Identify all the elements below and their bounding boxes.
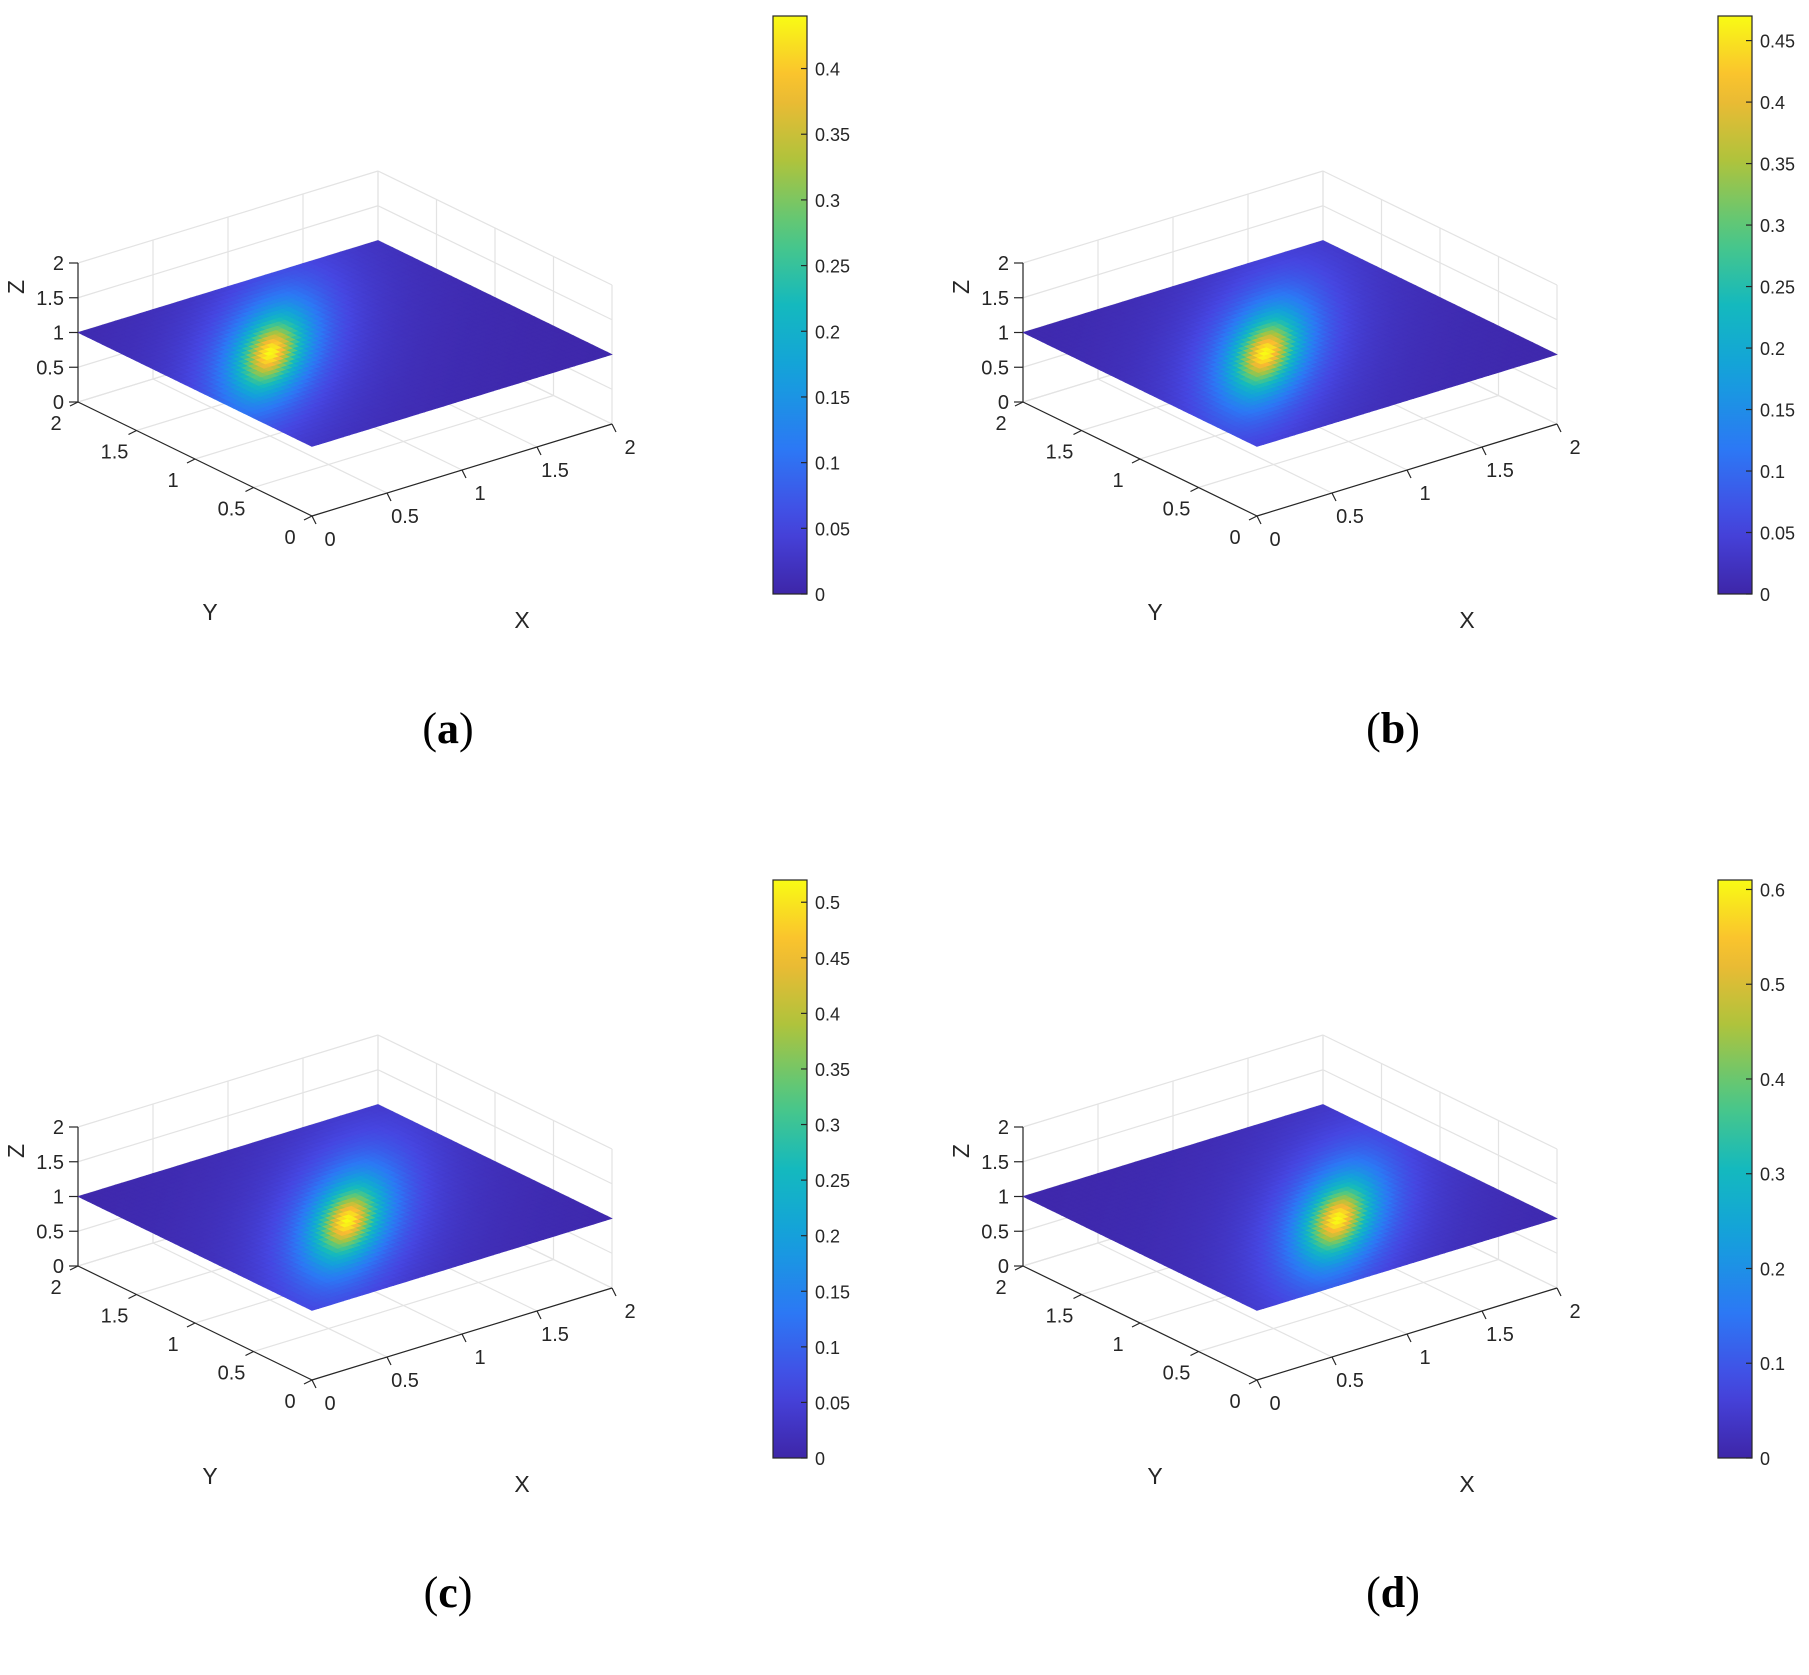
colorbar-tick-label: 0.4 [815, 60, 840, 80]
y-tick-label: 2 [50, 413, 61, 435]
y-tick-mark [187, 459, 195, 463]
x-tick-mark [312, 516, 316, 524]
z-tick-label: 0.5 [981, 357, 1009, 379]
x-tick-label: 1 [474, 483, 485, 505]
y-tick-label: 1 [1112, 470, 1123, 492]
x-tick-label: 1.5 [541, 460, 569, 482]
y-tick-mark [1074, 431, 1082, 435]
z-tick-label: 1.5 [981, 288, 1009, 310]
y-tick-mark [1191, 488, 1199, 492]
caption-label: a [437, 704, 459, 753]
colorbar-tick-label: 0.45 [1760, 32, 1795, 52]
caption-a: (a) [348, 703, 548, 754]
colorbar-tick-label: 0.05 [815, 519, 850, 539]
colorbar-tick-label: 0.15 [815, 388, 850, 408]
surface-plot-c: 00.511.5200.511.5200.511.52XYZ00.050.10.… [0, 864, 904, 1675]
colorbar-tick-label: 0.25 [815, 257, 850, 277]
z-tick-label: 1 [998, 323, 1009, 345]
colorbar-tick-label: 0.3 [1760, 216, 1785, 236]
x-tick-mark [612, 424, 616, 432]
colorbar-tick-label: 0.2 [1760, 339, 1785, 359]
colorbar-tick-label: 0.05 [1760, 524, 1795, 544]
x-tick-label: 0.5 [391, 506, 419, 528]
y-tick-mark [246, 488, 254, 492]
y-axis-label: Y [202, 599, 217, 625]
x-tick-label: 0 [1269, 529, 1280, 551]
y-tick-label: 0.5 [1163, 499, 1191, 521]
y-tick-label: 0.5 [218, 499, 246, 521]
colorbar-tick-label: 0.4 [1760, 93, 1785, 113]
y-tick-label: 1 [167, 470, 178, 492]
y-tick-mark [129, 431, 137, 435]
x-axis-label: X [1459, 607, 1474, 633]
z-tick-label: 0.5 [36, 357, 64, 379]
z-tick-label: 1.5 [36, 288, 64, 310]
surface-plot-b: 00.511.5200.511.5200.511.52XYZ00.050.10.… [945, 0, 1809, 811]
x-tick-mark [387, 493, 391, 501]
y-tick-mark [1249, 516, 1257, 520]
x-tick-mark [1407, 470, 1411, 478]
y-tick-mark [1132, 459, 1140, 463]
y-tick-label: 1.5 [101, 442, 129, 464]
x-tick-label: 2 [1569, 437, 1580, 459]
x-tick-mark [1557, 424, 1561, 432]
z-tick-label: 0 [998, 392, 1009, 414]
x-tick-mark [1482, 447, 1486, 455]
x-tick-label: 1.5 [1486, 460, 1514, 482]
z-axis-label: Z [948, 280, 974, 294]
surface [78, 241, 612, 447]
colorbar-tick-label: 0.25 [1760, 278, 1795, 298]
x-tick-label: 0.5 [1336, 506, 1364, 528]
z-tick-label: 1 [53, 323, 64, 345]
surface [1023, 241, 1557, 447]
z-tick-label: 0 [53, 392, 64, 414]
x-tick-mark [1332, 493, 1336, 501]
y-axis-label: Y [1147, 599, 1162, 625]
x-tick-label: 0 [324, 529, 335, 551]
z-tick-label: 2 [998, 253, 1009, 275]
colorbar-tick-label: 0.35 [815, 125, 850, 145]
caption-label: b [1381, 704, 1405, 753]
colorbar-tick-label: 0 [1760, 585, 1770, 605]
surface-plot-a: 00.511.5200.511.5200.511.52XYZ00.050.10.… [0, 0, 904, 811]
surface [78, 1105, 612, 1311]
y-tick-label: 1.5 [1046, 442, 1074, 464]
colorbar [1718, 16, 1752, 594]
colorbar-tick-label: 0.35 [1760, 155, 1795, 175]
colorbar-tick-label: 0 [815, 585, 825, 605]
colorbar-tick-label: 0.1 [1760, 462, 1785, 482]
y-tick-mark [304, 516, 312, 520]
x-tick-label: 2 [624, 437, 635, 459]
y-tick-label: 2 [995, 413, 1006, 435]
y-tick-label: 0 [284, 527, 295, 549]
colorbar-tick-label: 0.3 [815, 191, 840, 211]
x-tick-mark [537, 447, 541, 455]
z-tick-label: 2 [53, 253, 64, 275]
colorbar-tick-label: 0.15 [1760, 401, 1795, 421]
x-tick-mark [1257, 516, 1261, 524]
y-tick-label: 0 [1229, 527, 1240, 549]
x-tick-mark [462, 470, 466, 478]
x-axis-label: X [514, 607, 529, 633]
caption-b: (b) [1293, 703, 1493, 754]
x-tick-label: 1 [1419, 483, 1430, 505]
colorbar-tick-label: 0.1 [815, 454, 840, 474]
z-axis-label: Z [3, 280, 29, 294]
colorbar-tick-label: 0.2 [815, 322, 840, 342]
colorbar [773, 16, 807, 594]
